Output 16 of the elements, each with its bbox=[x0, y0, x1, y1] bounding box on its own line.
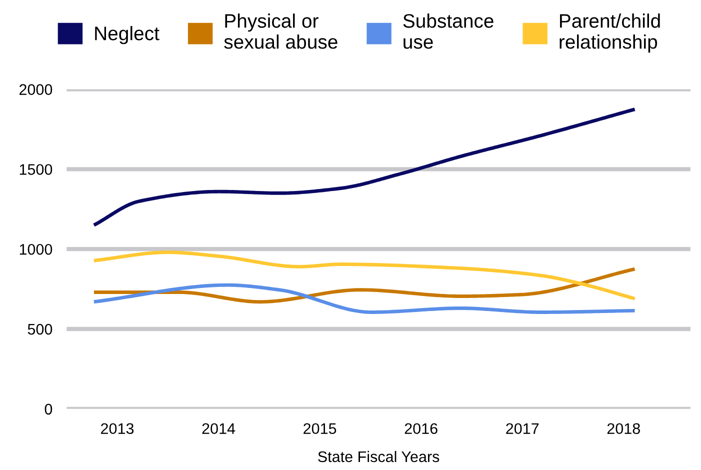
y-tick-label: 1500 bbox=[20, 164, 52, 175]
legend-label: Parent/child relationship bbox=[560, 14, 660, 53]
x-tick-label: 2015 bbox=[304, 423, 336, 434]
y-tick-label: 1000 bbox=[20, 244, 52, 255]
legend-label: Physical or sexual abuse bbox=[224, 14, 338, 49]
y-tick-label: 0 bbox=[44, 404, 52, 415]
x-tick-label: 2014 bbox=[202, 423, 236, 434]
x-tick-label: 2013 bbox=[101, 423, 134, 434]
x-tick-label: 2016 bbox=[404, 423, 438, 434]
x-tick-label: 2017 bbox=[506, 423, 539, 434]
y-tick-label: 500 bbox=[28, 324, 52, 335]
y-tick-label: 2000 bbox=[19, 84, 52, 95]
legend-label: Substance use bbox=[403, 14, 494, 49]
x-axis-title: State Fiscal Years bbox=[318, 450, 440, 462]
x-tick-label: 2018 bbox=[607, 423, 640, 434]
legend-label: Neglect bbox=[95, 26, 160, 44]
